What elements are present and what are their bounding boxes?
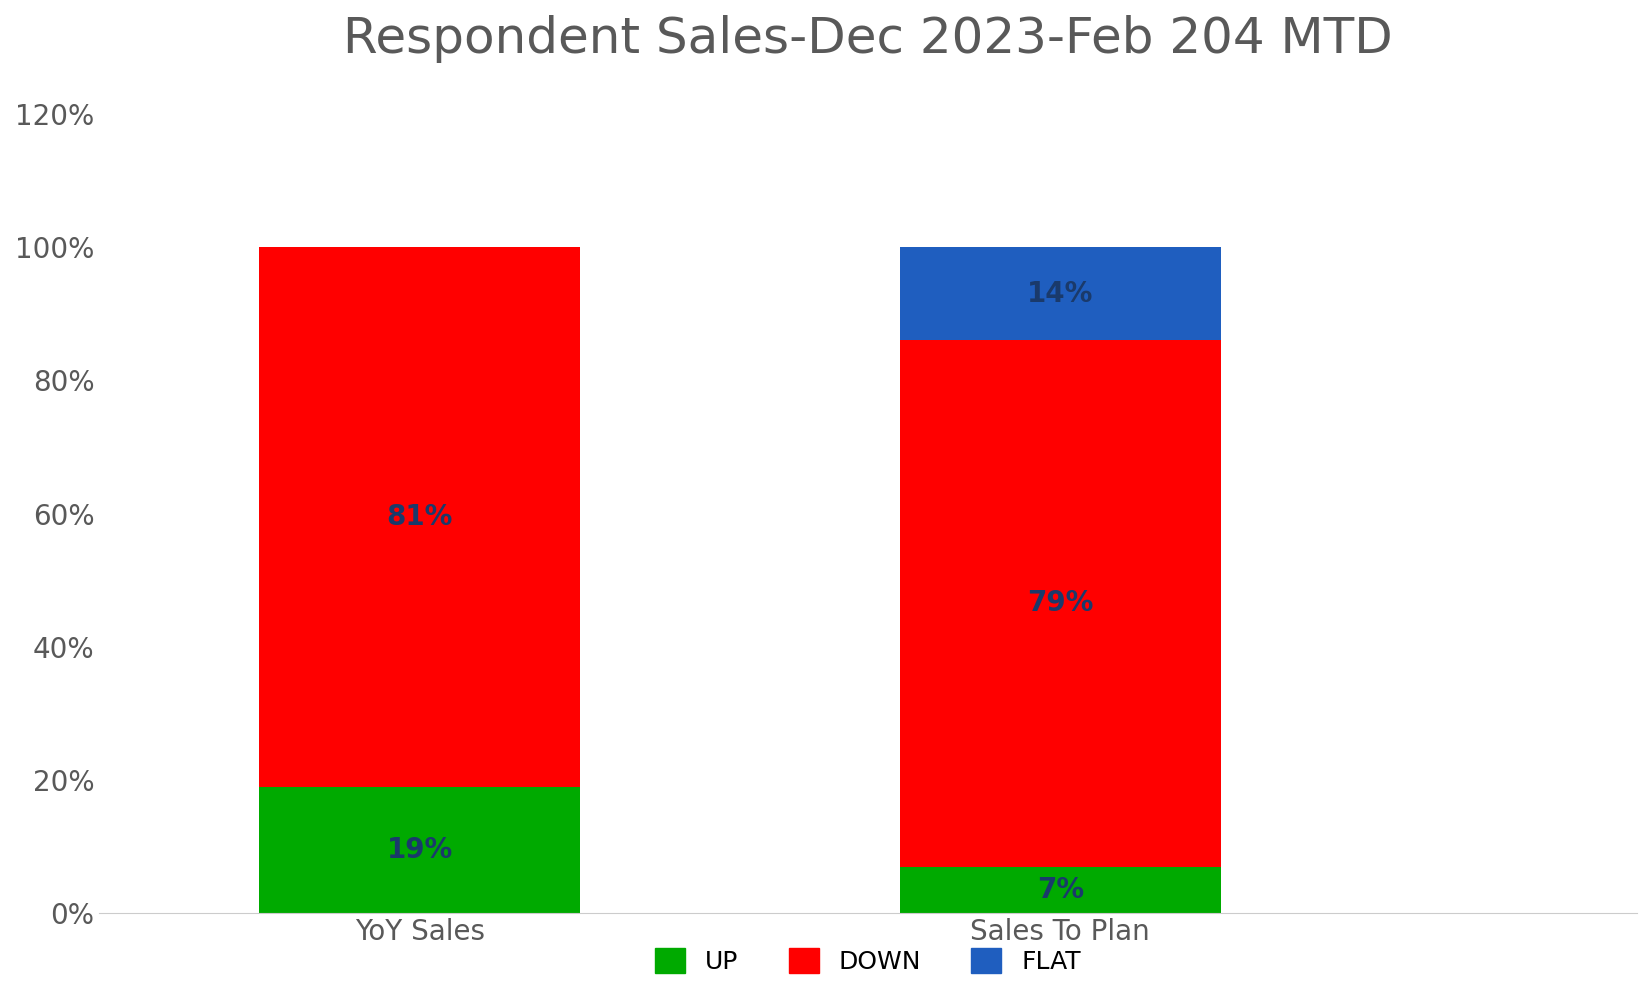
Bar — [259, 787, 580, 913]
Bar — [259, 247, 580, 787]
Bar — [900, 340, 1221, 866]
Title: Respondent Sales-Dec 2023-Feb 204 MTD: Respondent Sales-Dec 2023-Feb 204 MTD — [344, 15, 1393, 63]
Bar — [900, 866, 1221, 913]
Text: 81%: 81% — [387, 503, 453, 531]
Bar — [900, 247, 1221, 340]
Text: 7%: 7% — [1037, 876, 1084, 904]
Legend: UP, DOWN, FLAT: UP, DOWN, FLAT — [646, 937, 1090, 984]
Text: 79%: 79% — [1028, 589, 1094, 617]
Text: 19%: 19% — [387, 836, 453, 864]
Text: 14%: 14% — [1028, 280, 1094, 308]
